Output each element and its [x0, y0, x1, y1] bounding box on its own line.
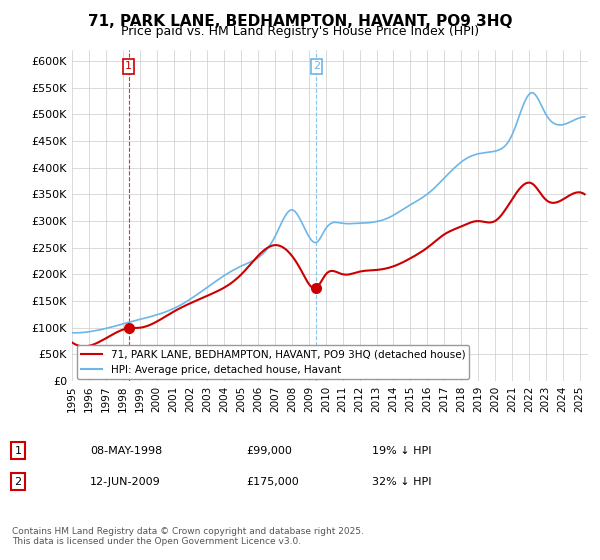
Text: 19% ↓ HPI: 19% ↓ HPI — [372, 446, 431, 456]
Text: £99,000: £99,000 — [246, 446, 292, 456]
Text: 1: 1 — [125, 62, 132, 71]
Text: 71, PARK LANE, BEDHAMPTON, HAVANT, PO9 3HQ: 71, PARK LANE, BEDHAMPTON, HAVANT, PO9 3… — [88, 14, 512, 29]
Text: £175,000: £175,000 — [246, 477, 299, 487]
Text: 1: 1 — [14, 446, 22, 456]
Text: 32% ↓ HPI: 32% ↓ HPI — [372, 477, 431, 487]
Text: 08-MAY-1998: 08-MAY-1998 — [90, 446, 162, 456]
Legend: 71, PARK LANE, BEDHAMPTON, HAVANT, PO9 3HQ (detached house), HPI: Average price,: 71, PARK LANE, BEDHAMPTON, HAVANT, PO9 3… — [77, 346, 469, 379]
Text: Price paid vs. HM Land Registry's House Price Index (HPI): Price paid vs. HM Land Registry's House … — [121, 25, 479, 38]
Text: 2: 2 — [14, 477, 22, 487]
Text: Contains HM Land Registry data © Crown copyright and database right 2025.
This d: Contains HM Land Registry data © Crown c… — [12, 526, 364, 546]
Text: 12-JUN-2009: 12-JUN-2009 — [90, 477, 161, 487]
Text: 2: 2 — [313, 62, 320, 71]
